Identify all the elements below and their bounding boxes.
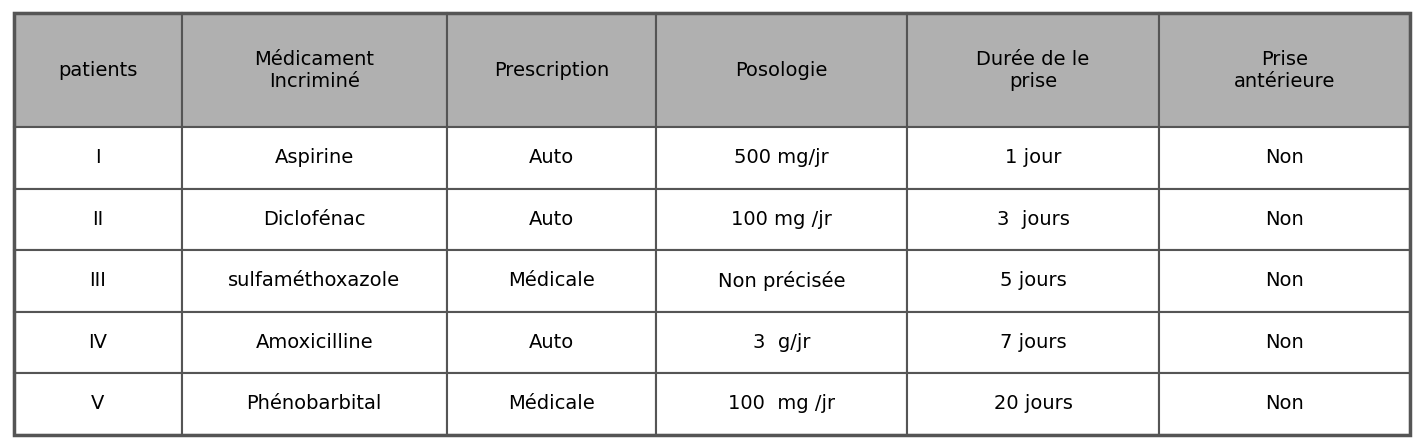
FancyBboxPatch shape bbox=[656, 189, 907, 250]
Text: Prescription: Prescription bbox=[494, 61, 609, 80]
FancyBboxPatch shape bbox=[14, 373, 182, 435]
Text: patients: patients bbox=[58, 61, 138, 80]
FancyBboxPatch shape bbox=[14, 312, 182, 373]
Text: Non: Non bbox=[1265, 148, 1303, 168]
Text: Non: Non bbox=[1265, 333, 1303, 352]
FancyBboxPatch shape bbox=[447, 250, 656, 312]
Text: Médicale: Médicale bbox=[508, 271, 595, 290]
FancyBboxPatch shape bbox=[182, 13, 447, 127]
FancyBboxPatch shape bbox=[656, 127, 907, 189]
Text: V: V bbox=[91, 394, 104, 414]
FancyBboxPatch shape bbox=[182, 127, 447, 189]
Text: 500 mg/jr: 500 mg/jr bbox=[735, 148, 829, 168]
Text: 7 jours: 7 jours bbox=[1000, 333, 1067, 352]
FancyBboxPatch shape bbox=[656, 373, 907, 435]
Text: Auto: Auto bbox=[528, 333, 574, 352]
FancyBboxPatch shape bbox=[656, 250, 907, 312]
Text: III: III bbox=[90, 271, 107, 290]
Text: Aspirine: Aspirine bbox=[275, 148, 355, 168]
FancyBboxPatch shape bbox=[14, 189, 182, 250]
FancyBboxPatch shape bbox=[1159, 373, 1410, 435]
FancyBboxPatch shape bbox=[447, 189, 656, 250]
FancyBboxPatch shape bbox=[14, 250, 182, 312]
FancyBboxPatch shape bbox=[1159, 13, 1410, 127]
FancyBboxPatch shape bbox=[182, 250, 447, 312]
FancyBboxPatch shape bbox=[1159, 189, 1410, 250]
Text: 100 mg /jr: 100 mg /jr bbox=[732, 210, 832, 229]
Text: Posologie: Posologie bbox=[736, 61, 827, 80]
FancyBboxPatch shape bbox=[182, 312, 447, 373]
FancyBboxPatch shape bbox=[907, 312, 1159, 373]
Text: Auto: Auto bbox=[528, 210, 574, 229]
Text: 3  g/jr: 3 g/jr bbox=[753, 333, 810, 352]
Text: Durée de le
prise: Durée de le prise bbox=[977, 50, 1089, 91]
FancyBboxPatch shape bbox=[182, 373, 447, 435]
FancyBboxPatch shape bbox=[14, 127, 182, 189]
Text: Non: Non bbox=[1265, 394, 1303, 414]
Text: Non: Non bbox=[1265, 210, 1303, 229]
FancyBboxPatch shape bbox=[1159, 127, 1410, 189]
Text: Diclofénac: Diclofénac bbox=[263, 210, 366, 229]
FancyBboxPatch shape bbox=[907, 189, 1159, 250]
FancyBboxPatch shape bbox=[907, 13, 1159, 127]
FancyBboxPatch shape bbox=[907, 127, 1159, 189]
Text: 20 jours: 20 jours bbox=[994, 394, 1072, 414]
FancyBboxPatch shape bbox=[656, 312, 907, 373]
FancyBboxPatch shape bbox=[1159, 250, 1410, 312]
FancyBboxPatch shape bbox=[447, 373, 656, 435]
FancyBboxPatch shape bbox=[907, 373, 1159, 435]
FancyBboxPatch shape bbox=[1159, 312, 1410, 373]
Text: I: I bbox=[95, 148, 101, 168]
FancyBboxPatch shape bbox=[447, 312, 656, 373]
FancyBboxPatch shape bbox=[447, 13, 656, 127]
Text: Prise
antérieure: Prise antérieure bbox=[1233, 50, 1334, 91]
Text: Phénobarbital: Phénobarbital bbox=[246, 394, 382, 414]
Text: Amoxicilline: Amoxicilline bbox=[255, 333, 373, 352]
Text: Médicale: Médicale bbox=[508, 394, 595, 414]
FancyBboxPatch shape bbox=[656, 13, 907, 127]
Text: 3  jours: 3 jours bbox=[997, 210, 1069, 229]
FancyBboxPatch shape bbox=[447, 127, 656, 189]
FancyBboxPatch shape bbox=[182, 189, 447, 250]
Text: 5 jours: 5 jours bbox=[1000, 271, 1067, 290]
Text: Non: Non bbox=[1265, 271, 1303, 290]
Text: II: II bbox=[93, 210, 104, 229]
Text: Non précisée: Non précisée bbox=[718, 271, 846, 291]
Text: Auto: Auto bbox=[528, 148, 574, 168]
Text: 1 jour: 1 jour bbox=[1005, 148, 1061, 168]
Text: 100  mg /jr: 100 mg /jr bbox=[728, 394, 836, 414]
FancyBboxPatch shape bbox=[14, 13, 182, 127]
FancyBboxPatch shape bbox=[907, 250, 1159, 312]
Text: IV: IV bbox=[88, 333, 107, 352]
Text: Médicament
Incriminé: Médicament Incriminé bbox=[255, 50, 375, 91]
Text: sulfaméthoxazole: sulfaméthoxazole bbox=[228, 271, 400, 290]
